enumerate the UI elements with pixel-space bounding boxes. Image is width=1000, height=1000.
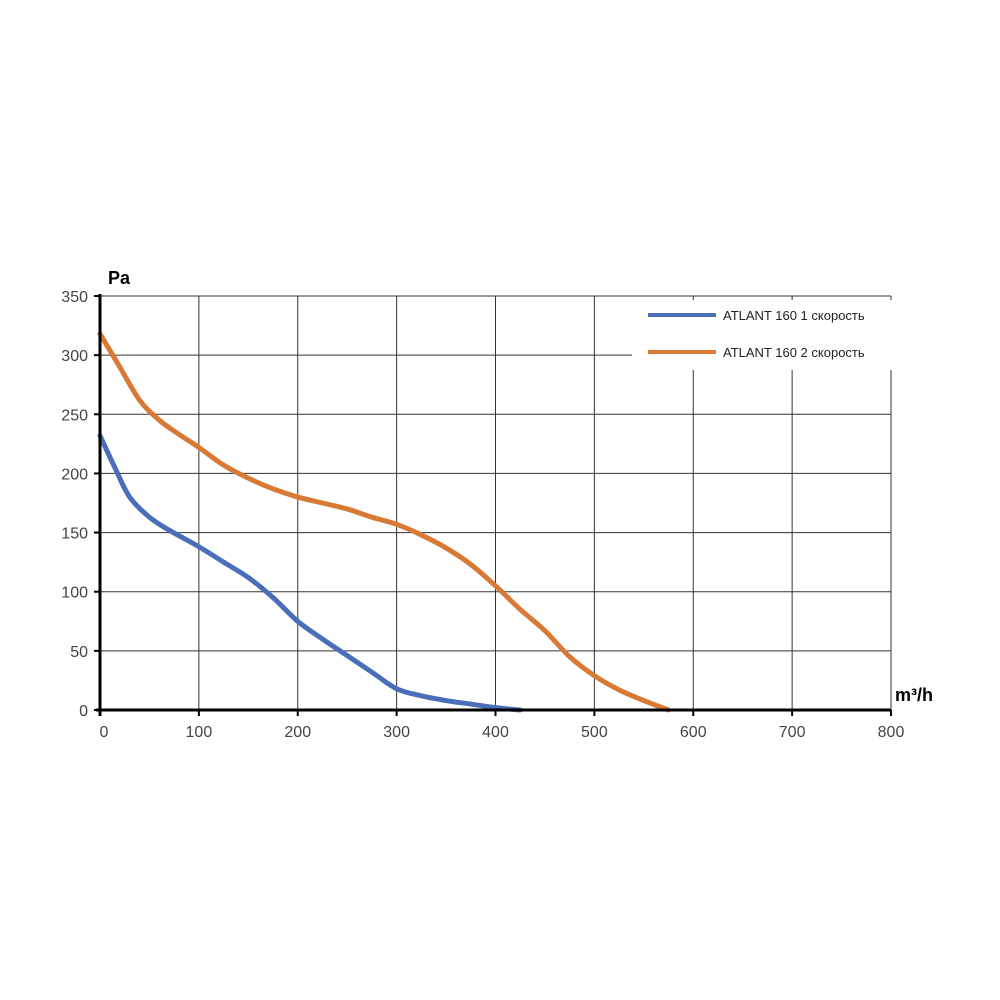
x-tick-label: 700 [779, 724, 806, 741]
series-group [97, 331, 672, 713]
y-tick-label: 100 [61, 585, 88, 602]
x-tick-label: 300 [383, 724, 410, 741]
y-tick-label: 150 [61, 526, 88, 543]
legend-label-series-1: ATLANT 160 1 скорость [723, 308, 865, 323]
x-tick-label: 100 [186, 724, 213, 741]
x-axis-label: m³/h [895, 685, 933, 705]
tick-labels: 0 100 200 300 400 500 600 700 800 0 50 100 150 200 250… [61, 289, 904, 741]
y-axis-label: Pa [108, 268, 131, 288]
x-tick-label: 0 [100, 724, 109, 741]
x-tick-label: 500 [581, 724, 608, 741]
y-tick-label: 0 [79, 703, 88, 720]
legend-background [632, 300, 894, 370]
y-tick-label: 200 [61, 466, 88, 483]
legend-label-series-2: ATLANT 160 2 скорость [723, 345, 865, 360]
legend: ATLANT 160 1 скорость ATLANT 160 2 скоро… [648, 308, 865, 360]
series-line-1 [97, 433, 523, 713]
x-tick-label: 200 [284, 724, 311, 741]
x-tick-label: 800 [878, 724, 905, 741]
y-tick-label: 300 [61, 348, 88, 365]
axes [94, 294, 892, 716]
y-tick-label: 250 [61, 407, 88, 424]
x-tick-label: 400 [482, 724, 509, 741]
series-line-2 [97, 331, 672, 713]
y-tick-label: 350 [61, 289, 88, 306]
x-tick-label: 600 [680, 724, 707, 741]
y-tick-label: 50 [70, 644, 88, 661]
